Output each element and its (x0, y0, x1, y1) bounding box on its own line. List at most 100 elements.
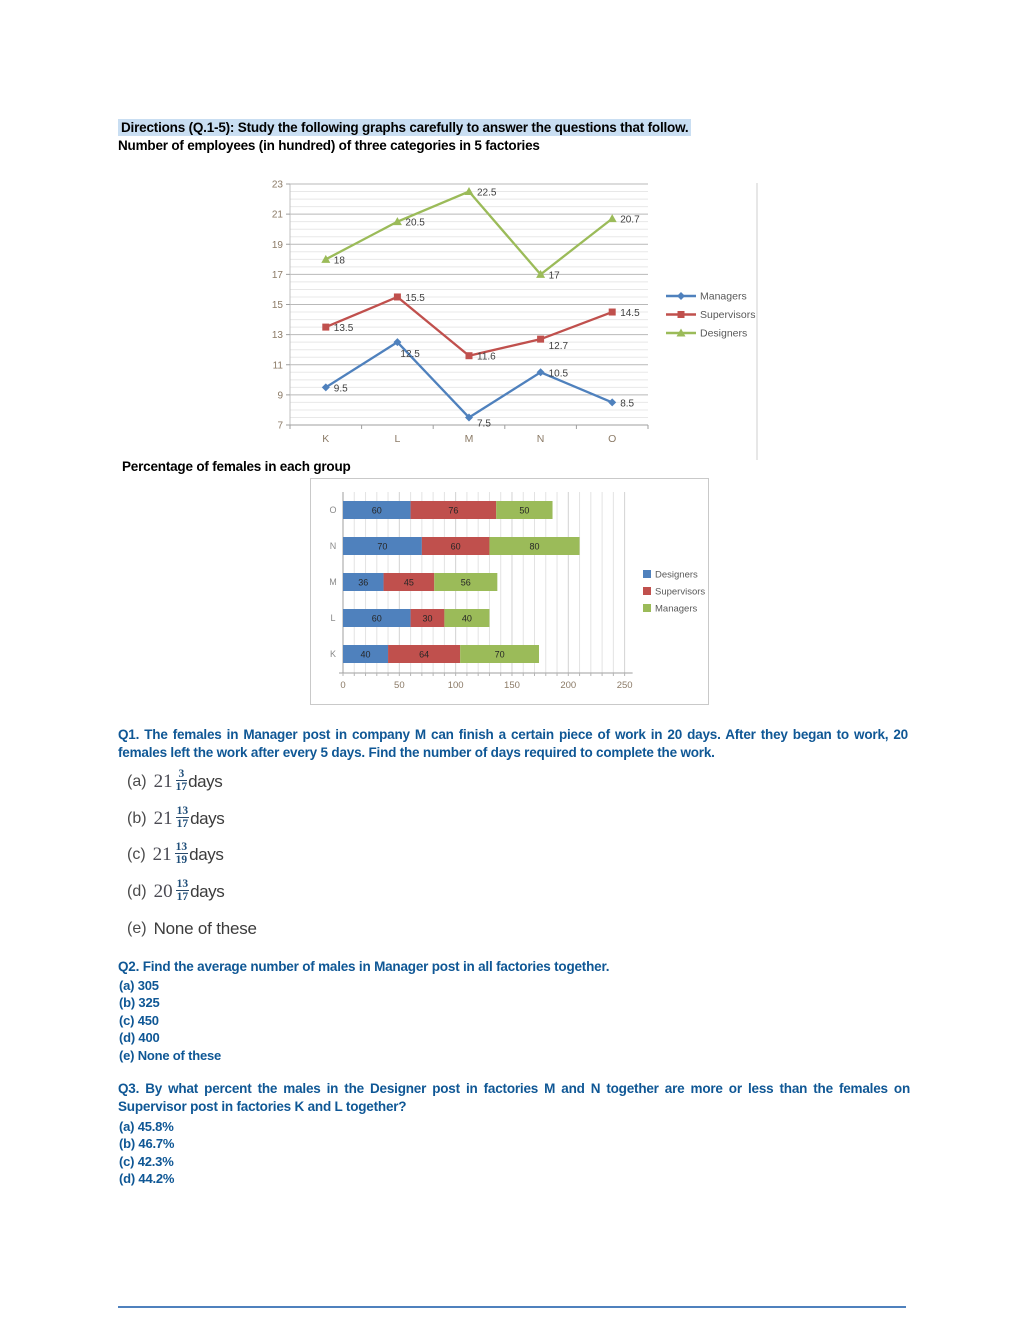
bar-segment-designers (343, 501, 411, 519)
option-text: None of these (153, 918, 257, 938)
bar-segment-designers (343, 609, 411, 627)
data-point-label: 8.5 (620, 398, 634, 409)
bar-chart-svg: 0 50 100 150 200 250 O 60 76 50 N 70 60 80 M 36 45 56 L 60 3… (329, 492, 705, 691)
data-point-label: 12.5 (400, 349, 420, 360)
triangle-marker (607, 214, 617, 223)
bar-segment-label: 76 (448, 506, 458, 516)
bar-segment-supervisors (410, 501, 497, 519)
data-point-label: 18 (334, 255, 346, 266)
option-whole-number: 21 (152, 844, 172, 866)
x-tick-label: 200 (560, 680, 576, 691)
fraction-numerator: 13 (175, 804, 190, 818)
y-tick-label: 9 (277, 390, 283, 401)
data-point-label: 12.7 (549, 341, 569, 352)
line-chart-svg: 7 9 11 13 15 17 19 21 23 K L M N O 9.5 12.5 7.5 10.5 8.5 13… (272, 180, 758, 460)
diamond-marker (608, 398, 617, 407)
q2-option: (b) 325 (119, 995, 160, 1011)
square-marker (608, 308, 616, 316)
q1-option-e: (e) None of these (127, 910, 257, 947)
bar-segment-label: 70 (495, 650, 505, 660)
bar-segment-designers (343, 645, 389, 663)
option-letter: (c) (127, 846, 146, 864)
legend-triangle-marker (676, 328, 686, 337)
bar-segment-designers (343, 573, 384, 591)
option-letter: (a) (127, 773, 147, 791)
data-point-label: 10.5 (549, 368, 569, 379)
y-category-label: N (330, 541, 337, 551)
legend-swatch (643, 587, 651, 595)
data-point-label: 13.5 (334, 323, 354, 334)
legend-label: Supervisors (655, 587, 705, 598)
legend-label: Supervisors (700, 309, 755, 321)
triangle-marker (321, 254, 331, 263)
bar-segment-label: 40 (361, 650, 371, 660)
q1-option-d: (d) 20 13 17 days (127, 874, 257, 911)
option-fraction: 13 19 (174, 841, 189, 867)
legend-label: Designers (700, 328, 747, 340)
bar-segment-label: 60 (372, 614, 382, 624)
q3-option: (d) 44.2% (119, 1171, 175, 1187)
fraction-denominator: 17 (176, 817, 189, 830)
legend-swatch (643, 570, 651, 578)
bar-segment-label: 80 (529, 542, 539, 552)
option-letter: (d) (127, 883, 147, 901)
y-tick-label: 17 (272, 270, 284, 281)
question-1-text: Q1. The females in Manager post in compa… (118, 727, 908, 760)
option-letter: (e) (127, 919, 147, 937)
bar-segment-label: 36 (358, 578, 368, 588)
diamond-marker (536, 368, 545, 377)
question-2-options: (a) 305 (b) 325 (c) 450 (d) 400 (e) None of … (119, 977, 221, 1064)
option-fraction: 13 17 (175, 804, 190, 831)
data-point-label: 20.5 (405, 218, 425, 229)
bar-segment-managers (434, 573, 498, 591)
bar-segment-label: 50 (519, 506, 529, 516)
fraction-numerator: 3 (175, 768, 188, 782)
question-2-text: Q2. Find the average number of males in … (118, 959, 610, 974)
line-chart-title: Number of employees (in hundred) of thre… (118, 138, 540, 153)
bar-segment-label: 64 (419, 650, 429, 660)
option-letter: (b) (127, 809, 147, 827)
question-3-options: (a) 45.8% (b) 46.7% (c) 42.3% (d) 44.2% (119, 1118, 174, 1188)
square-marker (465, 352, 473, 360)
fraction-numerator: 13 (175, 878, 190, 892)
fraction-denominator: 17 (176, 891, 189, 904)
triangle-marker (464, 187, 474, 196)
bar-segment-supervisors (421, 537, 490, 555)
data-point-label: 22.5 (477, 188, 497, 199)
q2-option: (a) 305 (119, 978, 159, 993)
bar-chart: 0 50 100 150 200 250 O 60 76 50 N 70 60 80 M 36 45 56 L 60 3… (310, 478, 709, 705)
bar-segment-supervisors (383, 573, 435, 591)
data-point-label: 7.5 (477, 418, 491, 429)
line-chart: 7 9 11 13 15 17 19 21 23 K L M N O 9.5 12.5 7.5 10.5 8.5 13… (258, 175, 763, 465)
legend-label: Managers (700, 291, 747, 303)
bar-segment-label: 30 (422, 614, 432, 624)
bar-segment-label: 60 (372, 506, 382, 516)
bar-segment-managers (489, 537, 580, 555)
x-category-label: M (465, 433, 474, 445)
option-whole-number: 21 (153, 771, 173, 793)
legend-square-marker (677, 311, 685, 318)
data-point-label: 15.5 (405, 293, 425, 304)
bar-segment-label: 56 (461, 578, 471, 588)
option-suffix: days (188, 772, 223, 792)
diamond-marker (465, 413, 473, 422)
bar-segment-managers (496, 501, 553, 519)
directions-text: Directions (Q.1-5): Study the following … (118, 119, 692, 136)
legend-swatch (643, 604, 651, 612)
bar-segment-label: 40 (462, 614, 472, 624)
diamond-marker (321, 383, 330, 392)
q1-option-a: (a) 21 3 17 days (127, 764, 257, 801)
y-tick-label: 15 (272, 300, 284, 311)
fraction-denominator: 17 (175, 781, 188, 794)
triangle-marker (392, 217, 402, 226)
legend-label: Designers (655, 570, 698, 581)
option-suffix: days (190, 882, 225, 902)
legend-diamond-marker (677, 292, 685, 300)
y-category-label: K (330, 649, 336, 659)
question-1-options: (a) 21 3 17 days (b) 21 13 17 days (c) 21 13 19 days (d… (127, 764, 257, 947)
bar-segment-label: 45 (404, 578, 414, 588)
option-suffix: days (190, 808, 225, 828)
x-category-label: L (394, 433, 400, 445)
bar-segment-supervisors (410, 609, 445, 627)
option-suffix: days (189, 845, 224, 865)
